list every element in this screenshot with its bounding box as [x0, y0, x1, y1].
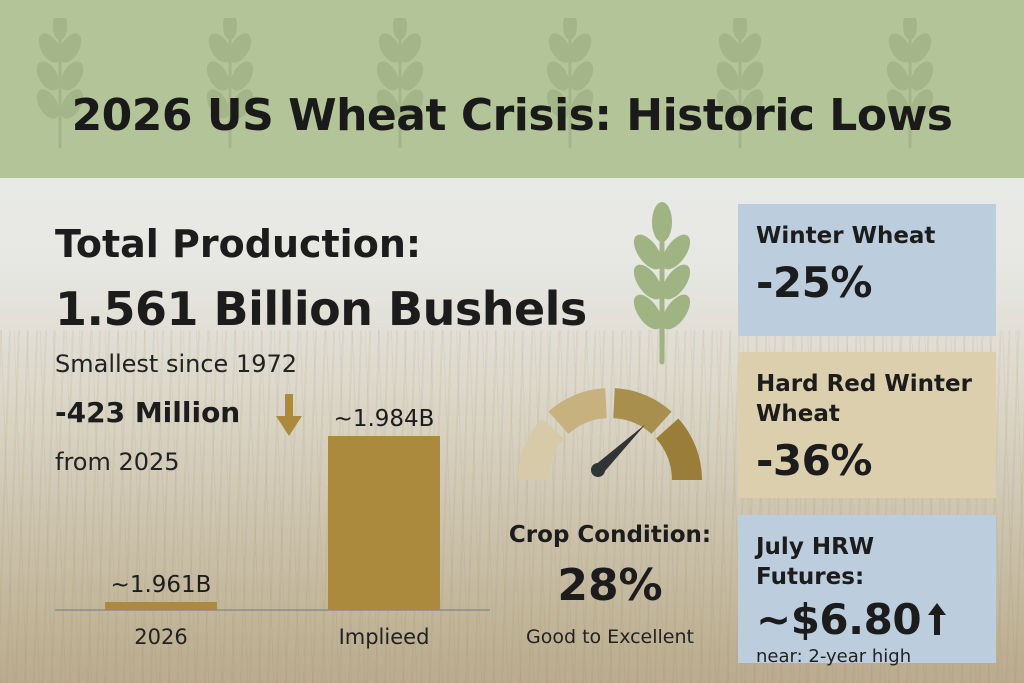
down-arrow-icon: [276, 394, 302, 436]
gauge-segment-1: [548, 388, 607, 434]
production-note: Smallest since 1972: [55, 350, 298, 378]
bar-data-label-1: ~1.984B: [334, 406, 435, 432]
gauge-segment-3: [656, 418, 702, 480]
hrw-label: Hard Red Winter Wheat: [756, 371, 972, 427]
production-change-from: from 2025: [55, 448, 180, 476]
futures-sub: near: 2-year high: [756, 645, 912, 667]
bar-0: [105, 602, 217, 610]
gauge-icon: [518, 388, 702, 480]
gauge-hub: [591, 463, 605, 477]
page-title: 2026 US Wheat Crisis: Historic Lows: [71, 90, 953, 141]
bar-1: [328, 436, 440, 610]
production-change: -423 Million: [55, 396, 241, 429]
futures-label: July HRW Futures:: [756, 534, 875, 590]
up-arrow-icon: [928, 603, 947, 636]
futures-card: July HRW Futures: ~$6.80 near: 2-year hi…: [738, 515, 996, 667]
crop-condition-sub: Good to Excellent: [526, 626, 694, 648]
bar-data-label-0: ~1.961B: [111, 572, 212, 598]
futures-value: ~$6.80: [756, 594, 922, 644]
crop-condition-value: 28%: [557, 560, 663, 611]
production-label: Total Production:: [55, 222, 422, 266]
futures-value-row: ~$6.80: [756, 595, 978, 644]
hrw-value: -36%: [756, 435, 872, 485]
wheat-icon: [633, 202, 691, 365]
winter-wheat-card: Winter Wheat -25%: [738, 204, 996, 336]
gauge-segment-2: [613, 388, 672, 434]
bar-category-label-0: 2026: [134, 625, 187, 649]
gauge-needle: [592, 424, 646, 474]
crop-condition-label: Crop Condition:: [508, 522, 712, 548]
winter-wheat-label: Winter Wheat: [756, 223, 936, 249]
bar-category-label-1: Implieed: [339, 625, 430, 649]
winter-wheat-value: -25%: [756, 257, 872, 307]
gauge-segment-0: [518, 418, 564, 480]
production-bar-chart: ~1.961B 2026 ~1.984B Implieed: [55, 406, 490, 649]
hrw-card: Hard Red Winter Wheat -36%: [738, 352, 996, 498]
header-banner: 2026 US Wheat Crisis: Historic Lows: [0, 0, 1024, 178]
production-value: 1.561 Billion Bushels: [55, 282, 587, 336]
